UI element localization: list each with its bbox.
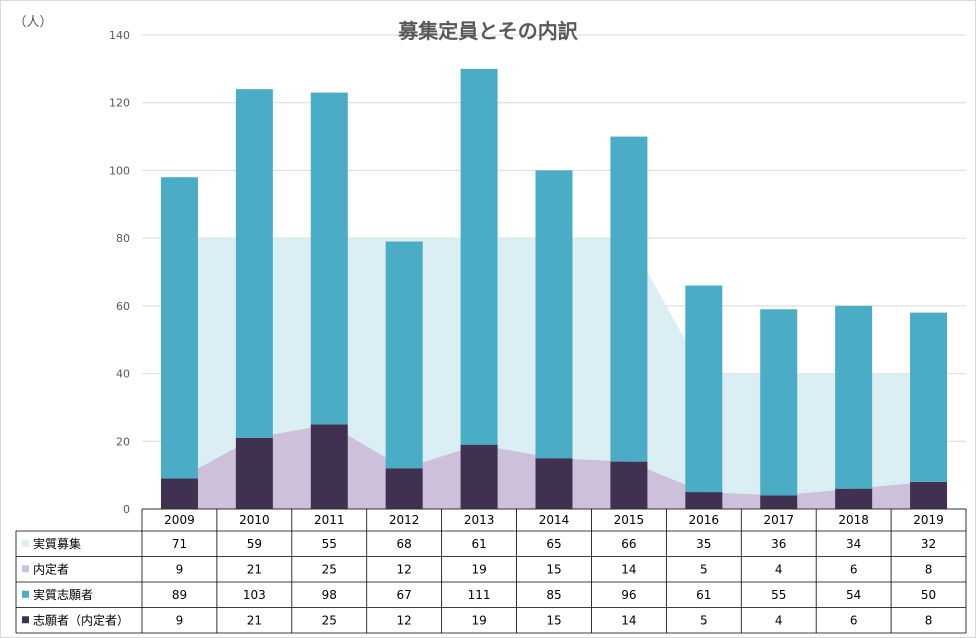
table-value: 96 (621, 588, 636, 602)
table-value: 15 (546, 562, 561, 576)
table-category-label: 2019 (913, 513, 944, 527)
legend-swatch (22, 565, 29, 573)
table-value: 50 (921, 588, 936, 602)
table-value: 4 (775, 562, 783, 576)
table-category-label: 2013 (464, 513, 495, 527)
y-tick-label: 20 (116, 435, 130, 448)
bar-shiganisha-naitei (235, 437, 273, 509)
bar-jisshitsu-shiganisha (460, 68, 498, 445)
table-category-label: 2014 (539, 513, 570, 527)
chart-title: 募集定員とその内訳 (397, 19, 578, 43)
bar-shiganisha-naitei (835, 488, 873, 509)
bar-jisshitsu-shiganisha (685, 285, 723, 493)
bar-jisshitsu-shiganisha (835, 305, 873, 489)
table-value: 54 (846, 588, 861, 602)
y-tick-label: 120 (109, 97, 130, 110)
table-category-label: 2010 (239, 513, 270, 527)
bar-shiganisha-naitei (610, 461, 648, 509)
table-category-label: 2009 (164, 513, 195, 527)
table-category-label: 2018 (838, 513, 869, 527)
table-value: 25 (322, 613, 337, 627)
table-value: 9 (176, 613, 184, 627)
y-tick-label: 40 (116, 368, 130, 381)
table-value: 5 (700, 562, 708, 576)
table-value: 36 (771, 537, 786, 551)
table-value: 34 (846, 537, 861, 551)
bar-jisshitsu-shiganisha (310, 92, 348, 425)
table-value: 61 (696, 588, 711, 602)
y-axis-unit-label: （人） (13, 15, 52, 30)
table-value: 25 (322, 562, 337, 576)
legend-swatch (22, 539, 29, 547)
table-value: 5 (700, 613, 708, 627)
table-value: 55 (322, 537, 337, 551)
table-category-label: 2015 (614, 513, 645, 527)
table-value: 68 (397, 537, 412, 551)
table-value: 9 (176, 562, 184, 576)
table-value: 111 (468, 588, 491, 602)
bar-shiganisha-naitei (385, 468, 423, 509)
table-value: 55 (771, 588, 786, 602)
table-value: 14 (621, 613, 636, 627)
table-value: 61 (471, 537, 486, 551)
y-tick-label: 140 (109, 29, 130, 42)
table-value: 19 (471, 613, 486, 627)
bar-jisshitsu-shiganisha (760, 309, 798, 496)
table-value: 98 (322, 588, 337, 602)
bar-jisshitsu-shiganisha (610, 136, 648, 462)
table-value: 6 (850, 562, 858, 576)
table-value: 14 (621, 562, 636, 576)
bar-shiganisha-naitei (760, 495, 798, 509)
table-value: 12 (397, 562, 412, 576)
table-series-label: 志願者（内定者） (33, 612, 129, 627)
table-category-label: 2016 (689, 513, 720, 527)
table-value: 12 (397, 613, 412, 627)
bar-jisshitsu-shiganisha (910, 312, 948, 482)
table-value: 89 (172, 588, 187, 602)
y-tick-label: 60 (116, 300, 130, 313)
table-series-label: 実質募集 (33, 536, 81, 551)
bar-shiganisha-naitei (685, 492, 723, 509)
bar-shiganisha-naitei (535, 458, 573, 509)
bar-shiganisha-naitei (460, 444, 498, 509)
bar-jisshitsu-shiganisha (235, 89, 273, 438)
table-value: 8 (925, 562, 933, 576)
y-tick-label: 0 (123, 503, 130, 516)
table-value: 71 (172, 537, 187, 551)
table-category-label: 2011 (314, 513, 345, 527)
table-value: 35 (696, 537, 711, 551)
bar-jisshitsu-shiganisha (385, 241, 423, 469)
table-value: 85 (546, 588, 561, 602)
table-value: 21 (247, 562, 262, 576)
table-value: 19 (471, 562, 486, 576)
bar-shiganisha-naitei (160, 478, 198, 509)
table-category-label: 2012 (389, 513, 420, 527)
table-value: 8 (925, 613, 933, 627)
table-value: 66 (621, 537, 636, 551)
table-value: 65 (546, 537, 561, 551)
y-tick-label: 100 (109, 164, 130, 177)
bar-shiganisha-naitei (310, 424, 348, 509)
table-value: 15 (546, 613, 561, 627)
bar-shiganisha-naitei (910, 481, 948, 509)
legend-swatch (22, 616, 29, 624)
table-series-label: 実質志願者 (33, 587, 93, 602)
table-value: 32 (921, 537, 936, 551)
legend-swatch (22, 590, 29, 598)
y-tick-label: 80 (116, 232, 130, 245)
table-value: 4 (775, 613, 783, 627)
table-category-label: 2017 (763, 513, 794, 527)
table-series-label: 内定者 (33, 561, 69, 576)
table-value: 6 (850, 613, 858, 627)
table-value: 59 (247, 537, 262, 551)
table-value: 103 (243, 588, 266, 602)
bar-jisshitsu-shiganisha (160, 177, 198, 479)
table-value: 21 (247, 613, 262, 627)
table-value: 67 (397, 588, 412, 602)
bar-jisshitsu-shiganisha (535, 170, 573, 459)
